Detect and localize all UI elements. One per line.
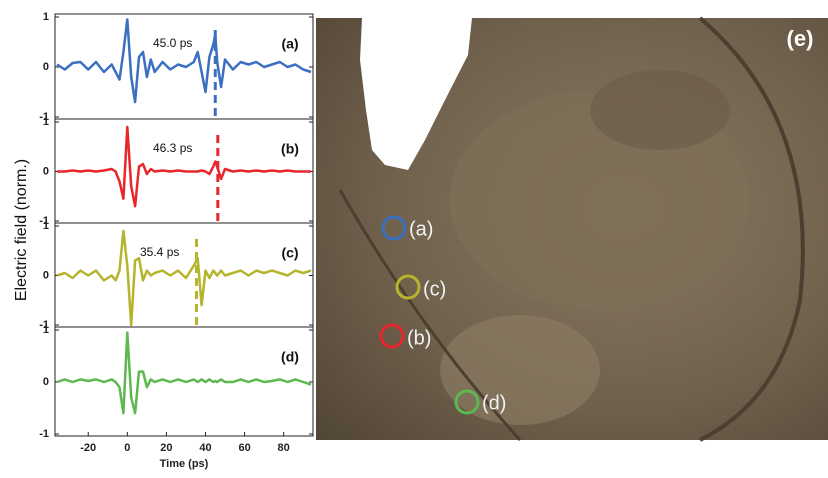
relief-crack [698, 16, 805, 442]
y-tick-label: -1 [39, 215, 49, 227]
x-tick-label: 40 [199, 442, 211, 454]
y-tick-label: 0 [43, 61, 49, 73]
x-tick-label: 0 [124, 442, 130, 454]
marker-label: (b) [407, 327, 431, 349]
x-tick-label: 80 [278, 442, 290, 454]
delay-annotation: 45.0 ps [153, 36, 192, 50]
y-tick-label: -1 [39, 428, 49, 440]
panel-label: (a) [281, 36, 298, 52]
relief-crack [338, 189, 522, 442]
relief-shape [590, 70, 730, 150]
panel-label: (c) [281, 245, 298, 261]
marker-circle [395, 274, 421, 300]
marker-label: (a) [409, 218, 433, 240]
panel-label: (e) [787, 26, 814, 51]
panel-label: (d) [281, 349, 299, 365]
marker-circle [454, 389, 480, 415]
x-axis-label: Time (ps) [160, 458, 209, 470]
relief-photo: (e) (a) (c) (b) (d) [316, 16, 828, 442]
y-tick-label: 1 [43, 324, 49, 336]
y-tick-label: 0 [43, 269, 49, 281]
waveform [57, 125, 311, 208]
y-tick-label: -1 [39, 319, 49, 331]
y-axis-label: Electric field (norm.) [13, 159, 30, 301]
x-tick-label: 60 [238, 442, 250, 454]
marker-circle [379, 323, 405, 349]
waveform [56, 331, 312, 415]
waveform [56, 18, 312, 104]
delay-annotation: 46.3 ps [153, 141, 192, 155]
y-tick-label: 0 [43, 376, 49, 388]
y-tick-label: 1 [43, 11, 49, 23]
missing-part [360, 18, 472, 170]
y-tick-label: 1 [43, 116, 49, 128]
delay-annotation: 35.4 ps [140, 245, 179, 259]
marker-circle [381, 215, 407, 241]
marker-label: (c) [423, 278, 446, 300]
y-tick-label: 0 [43, 165, 49, 177]
y-tick-label: -1 [39, 111, 49, 123]
panel-label: (b) [281, 141, 299, 157]
relief-shape [440, 315, 600, 425]
x-tick-label: 20 [160, 442, 172, 454]
x-tick-label: -20 [80, 442, 96, 454]
y-tick-label: 1 [43, 220, 49, 232]
waveform [56, 229, 312, 327]
marker-label: (d) [482, 392, 506, 414]
